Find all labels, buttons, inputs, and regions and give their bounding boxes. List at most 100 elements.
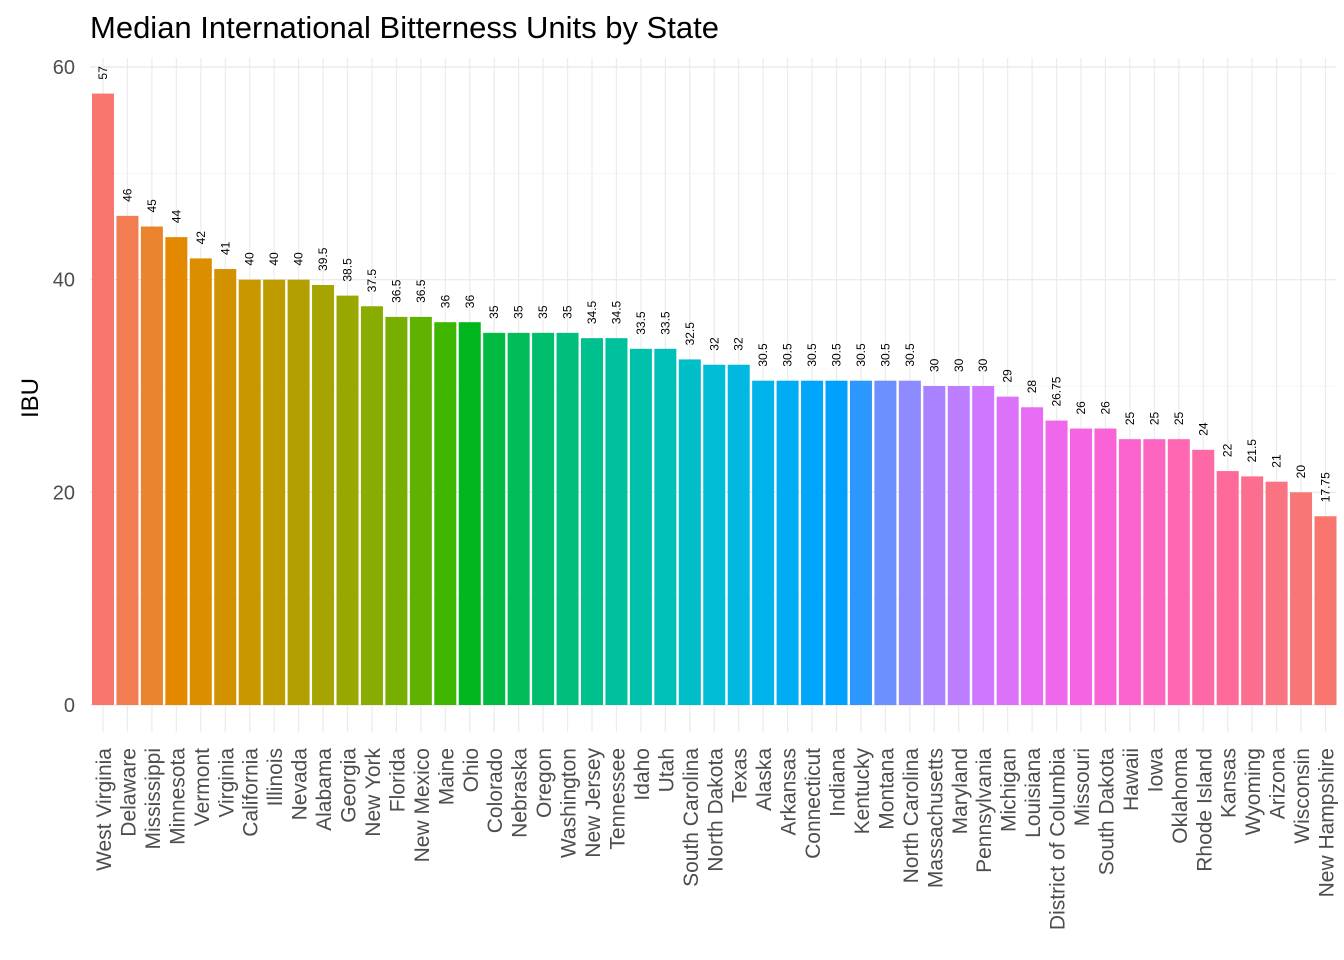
bar (605, 338, 628, 705)
x-tick-label: Virginia (215, 748, 238, 818)
bar (532, 332, 555, 705)
x-tick-label: Washington (558, 748, 581, 858)
bar-data-label: 30.5 (903, 343, 917, 367)
bar-data-label: 46 (120, 188, 134, 202)
data-labels: 57 46 45 44 42 41 40 40 40 39.5 38.5 37.5 36.5 36.5 36… (96, 66, 1333, 502)
bar (189, 258, 212, 705)
x-tick-label: Maine (435, 748, 458, 805)
bar (140, 226, 163, 705)
bar (727, 364, 750, 705)
bar (1314, 516, 1337, 705)
bar (263, 279, 286, 705)
x-tick-label: Nebraska (509, 748, 532, 838)
bar (678, 359, 701, 705)
bar (1265, 481, 1288, 705)
bar (238, 279, 261, 705)
x-tick-label: Louisiana (1022, 748, 1045, 838)
x-tick-label: Delaware (117, 748, 140, 837)
bar (91, 93, 115, 706)
x-tick-label: New Mexico (411, 748, 434, 862)
bar-data-label: 41 (218, 241, 232, 255)
bar-data-label: 26.75 (1050, 376, 1064, 406)
bar-data-label: 29 (1001, 369, 1015, 383)
x-tick-label: Georgia (338, 748, 361, 823)
x-tick-label: North Carolina (900, 748, 923, 884)
bar-data-label: 36.5 (414, 279, 428, 303)
bar-data-label: 30.5 (854, 343, 868, 367)
bars (91, 93, 1337, 706)
x-tick-label: New Jersey (582, 748, 605, 858)
x-tick-label: Oklahoma (1169, 748, 1192, 844)
bar (898, 380, 921, 705)
x-tick-label: Rhode Island (1193, 748, 1216, 872)
x-tick-label: North Dakota (704, 748, 727, 872)
bar (556, 332, 579, 705)
bar (287, 279, 310, 705)
x-tick-label: Wyoming (1242, 748, 1265, 835)
x-tick-label: South Dakota (1095, 748, 1118, 876)
bar-data-label: 21 (1270, 454, 1284, 468)
bar-data-label: 38.5 (341, 258, 355, 282)
x-tick-label: Florida (386, 748, 409, 813)
bar-data-label: 32.5 (683, 322, 697, 346)
x-tick-label: Idaho (631, 748, 654, 801)
bar (923, 386, 946, 705)
bar-data-label: 36 (438, 295, 452, 309)
x-tick-label: South Carolina (680, 748, 703, 887)
bar-data-label: 30.5 (805, 343, 819, 367)
bar (458, 322, 481, 705)
x-tick-label: Michigan (998, 748, 1021, 832)
bar-data-label: 26 (1098, 401, 1112, 415)
bar-data-label: 34.5 (585, 300, 599, 324)
x-tick-label: Minnesota (166, 748, 189, 845)
bar-data-label: 44 (169, 209, 183, 223)
bar (1021, 407, 1044, 705)
bar-data-label: 35 (512, 305, 526, 319)
bar (360, 306, 383, 705)
bar (1241, 476, 1264, 705)
bar (703, 364, 726, 705)
bar-data-label: 21.5 (1245, 439, 1259, 463)
x-tick-label: Arkansas (778, 748, 801, 836)
chart-title: Median International Bitterness Units by… (90, 10, 719, 45)
x-tick-label: Indiana (827, 748, 850, 817)
bar-data-label: 39.5 (316, 247, 330, 271)
bar (1143, 439, 1166, 705)
bar-data-label: 33.5 (658, 311, 672, 335)
x-tick-label: New Hampshire (1316, 748, 1339, 897)
x-tick-label: Ohio (460, 748, 483, 792)
x-tick-label: Mississippi (142, 748, 165, 850)
x-tick-label: Pennsylvania (973, 748, 996, 873)
bar-data-label: 30.5 (781, 343, 795, 367)
bar (1167, 439, 1190, 705)
bar-data-label: 36 (463, 295, 477, 309)
x-tick-label: Alaska (753, 748, 776, 811)
x-tick-label: District of Columbia (1047, 748, 1070, 930)
bar (776, 380, 799, 705)
y-tick-label: 40 (53, 270, 75, 292)
bar (849, 380, 872, 705)
bar-data-label: 22 (1221, 443, 1235, 457)
bar (580, 338, 604, 705)
y-tick-label: 0 (64, 695, 75, 717)
bar-data-label: 17.75 (1319, 472, 1333, 502)
bar (947, 386, 970, 705)
bar-data-label: 42 (194, 231, 208, 245)
x-tick-label: Kansas (1218, 748, 1241, 818)
x-tick-label: Maryland (949, 748, 972, 834)
x-tick-label: Iowa (1144, 748, 1167, 793)
x-tick-label: Kentucky (851, 748, 874, 835)
bar (483, 332, 506, 705)
bar-data-label: 30.5 (756, 343, 770, 367)
bar (214, 269, 237, 705)
bar-data-label: 35 (561, 305, 575, 319)
bar-data-label: 25 (1172, 411, 1186, 425)
bar-data-label: 57 (96, 66, 110, 80)
x-tick-label: Massachusetts (924, 748, 947, 888)
bar (996, 396, 1019, 705)
y-tick-label: 60 (53, 57, 75, 79)
bar (385, 316, 408, 705)
bar (874, 380, 897, 705)
x-tick-label: Montana (875, 748, 898, 830)
